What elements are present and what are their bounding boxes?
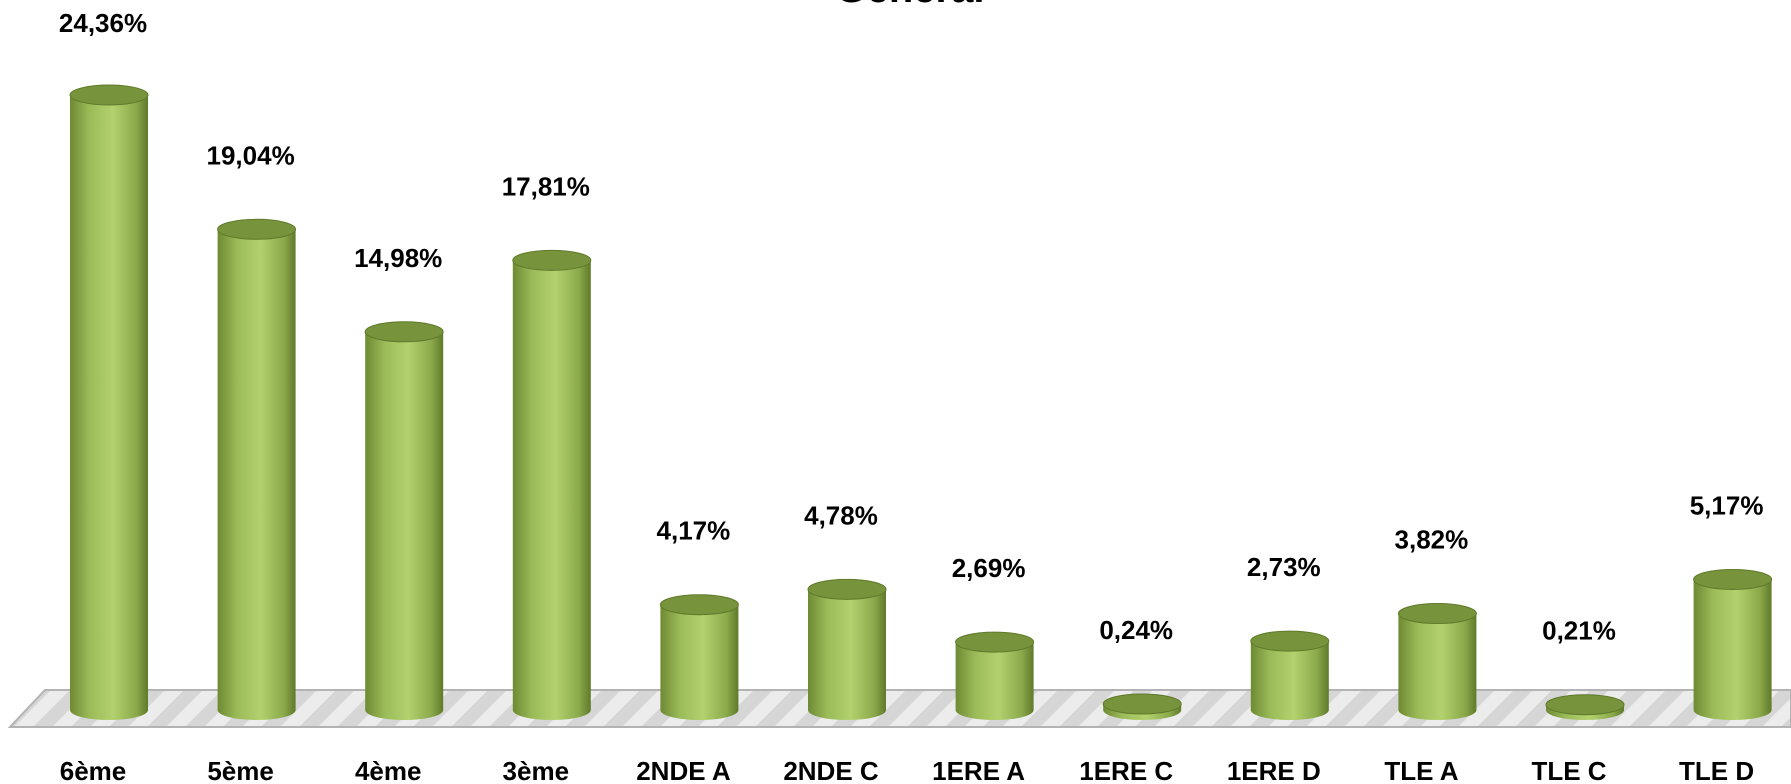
- category-label-tle-a: TLE A: [1384, 756, 1458, 784]
- bar-3-me: [512, 249, 592, 720]
- data-label-3-me: 17,81%: [502, 171, 590, 201]
- bar-top: [1397, 603, 1477, 625]
- bar-tle-c: [1545, 694, 1625, 720]
- bar-tle-a: [1397, 603, 1477, 720]
- bar-2nde-c: [807, 578, 887, 720]
- bar-body: [808, 589, 886, 720]
- data-label-4-me: 14,98%: [354, 243, 442, 273]
- bar-top: [1693, 568, 1773, 590]
- bar-5-me: [217, 218, 297, 720]
- category-label-3-me: 3ème: [503, 756, 570, 784]
- data-label-1ere-c: 0,24%: [1099, 615, 1173, 645]
- bar-body: [660, 604, 739, 720]
- bar-4-me: [364, 321, 444, 720]
- data-label-2nde-a: 4,17%: [657, 516, 731, 546]
- bar-top: [807, 578, 887, 600]
- bar-1ere-d: [1250, 630, 1330, 720]
- bar-body: [1693, 579, 1772, 720]
- bar-1ere-c: [1102, 693, 1182, 720]
- bar-body: [1398, 613, 1477, 720]
- bar-top: [512, 249, 592, 271]
- data-label-6-me: 24,36%: [59, 8, 147, 38]
- category-label-6-me: 6ème: [60, 756, 127, 784]
- category-label-tle-d: TLE D: [1679, 756, 1754, 784]
- bar-tle-d: [1693, 568, 1773, 720]
- bar-body: [1250, 641, 1329, 720]
- bar-top: [69, 84, 149, 106]
- bar-1ere-a: [955, 631, 1035, 720]
- category-label-5-me: 5ème: [207, 756, 274, 784]
- data-label-1ere-d: 2,73%: [1247, 552, 1321, 582]
- bar-body: [955, 642, 1034, 720]
- data-label-5-me: 19,04%: [207, 140, 295, 170]
- bar-body: [365, 331, 444, 720]
- data-label-tle-c: 0,21%: [1542, 616, 1616, 646]
- bar-top: [1250, 630, 1330, 652]
- bar-top: [364, 321, 444, 343]
- chart-floor: [7, 689, 1791, 728]
- category-label-4-me: 4ème: [355, 756, 422, 784]
- category-labels-group: 6ème 5ème 4ème 3ème 2NDE A 2NDE C 1ERE A 1ERE C…: [60, 756, 1754, 784]
- bar-body: [217, 229, 296, 720]
- data-labels-group: 24,36% 19,04% 14,98% 17,81% 4,17% 4,78% 2,69% 0…: [59, 8, 1764, 646]
- category-label-2nde-c: 2NDE C: [783, 756, 879, 784]
- category-label-1ere-c: 1ERE C: [1079, 756, 1173, 784]
- bar-body: [70, 95, 148, 720]
- data-label-tle-d: 5,17%: [1690, 490, 1764, 520]
- bar-top: [659, 594, 739, 616]
- category-label-2nde-a: 2NDE A: [636, 756, 731, 784]
- bar-6-me: [69, 84, 149, 720]
- bar-top: [217, 218, 297, 240]
- bar-top: [1102, 693, 1182, 715]
- bar-top: [1545, 694, 1625, 716]
- data-label-1ere-a: 2,69%: [952, 553, 1026, 583]
- bars-group: [69, 84, 1773, 720]
- chart-title: Général: [836, 0, 985, 11]
- bar-2nde-a: [659, 594, 739, 720]
- bar-body: [512, 260, 591, 720]
- category-label-1ere-d: 1ERE D: [1227, 756, 1321, 784]
- category-label-1ere-a: 1ERE A: [932, 756, 1025, 784]
- data-label-tle-a: 3,82%: [1395, 525, 1469, 555]
- category-label-tle-c: TLE C: [1531, 756, 1606, 784]
- data-label-2nde-c: 4,78%: [804, 500, 878, 530]
- bar-top: [955, 631, 1035, 653]
